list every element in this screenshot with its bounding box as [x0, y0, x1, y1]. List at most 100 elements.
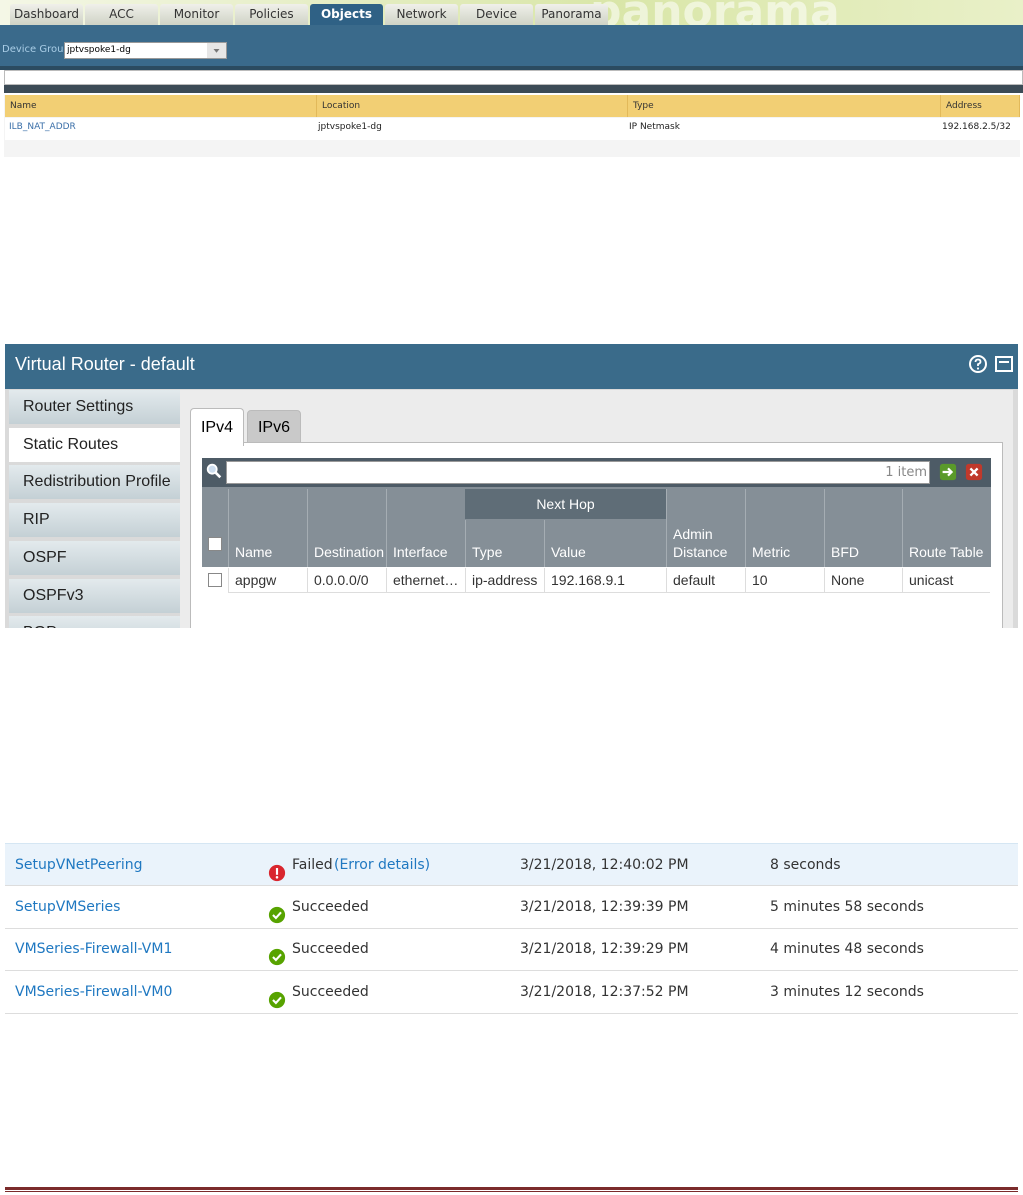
timestamp: 3/21/2018, 12:39:39 PM	[520, 898, 689, 915]
help-icon[interactable]	[968, 354, 988, 374]
table-cell: None	[824, 568, 902, 593]
menu-item[interactable]: Static Routes	[9, 427, 180, 462]
column-header-text: Value	[551, 544, 586, 560]
column-header: Name	[5, 95, 317, 117]
search-input[interactable]	[226, 461, 930, 484]
error-details-link[interactable]: (Error details)	[334, 857, 431, 873]
filter-bar	[4, 70, 1023, 85]
select-arrow	[207, 43, 226, 58]
deployment-name[interactable]: VMSeries-Firewall-VM0	[15, 983, 173, 1000]
deployment-row: VMSeries-Firewall-VM0 Succeeded 3/21/2018,…	[5, 971, 1018, 1014]
column-header: Value	[544, 520, 666, 567]
table-cell[interactable]: ILB_NAT_ADDR	[5, 118, 317, 140]
apply-filter-icon-svg	[939, 463, 957, 481]
timestamp: 3/21/2018, 12:37:52 PM	[520, 983, 689, 1000]
table-cell: default	[666, 568, 745, 593]
protocol-tab[interactable]: IPv6	[247, 410, 301, 444]
table-cell: 10	[745, 568, 824, 593]
footer-rule	[5, 1187, 1018, 1192]
deployment-name[interactable]: SetupVMSeries	[15, 898, 121, 915]
nav-tab[interactable]: Policies	[235, 4, 308, 25]
protocol-tab[interactable]: IPv4	[190, 408, 244, 446]
column-header-text: Route Table	[909, 544, 984, 560]
nav-tab[interactable]: Objects	[310, 4, 383, 25]
deployment-row: VMSeries-Firewall-VM1 Succeeded 3/21/2018,…	[5, 928, 1018, 971]
nav-tab[interactable]: Device	[460, 4, 533, 25]
success-icon-svg	[268, 991, 286, 1008]
deployment-row: SetupVNetPeering Failed (Error details) 3/2…	[5, 843, 1018, 886]
column-header: Type	[628, 95, 941, 117]
table-cell: ethernet…	[386, 568, 465, 593]
column-header: Route Table	[902, 489, 990, 567]
maximize-icon-svg	[995, 356, 1013, 372]
error-icon-svg	[268, 864, 286, 882]
deployment-name[interactable]: SetupVNetPeering	[15, 857, 143, 873]
clear-filter-icon-svg	[965, 463, 983, 481]
table-cell: IP Netmask	[628, 118, 941, 140]
device-group-select[interactable]: jptvspoke1-dg	[64, 42, 227, 59]
duration: 8 seconds	[770, 857, 841, 873]
header-checkbox[interactable]	[208, 537, 222, 551]
clear-filter-icon[interactable]	[965, 463, 983, 481]
column-header-text: Name	[235, 544, 273, 560]
menu-item[interactable]: OSPFv3	[9, 578, 180, 613]
status-text: Succeeded	[292, 983, 369, 1000]
timestamp: 3/21/2018, 12:40:02 PM	[520, 857, 689, 873]
column-header: Destination	[307, 489, 386, 567]
nav-tab[interactable]: Dashboard	[10, 4, 83, 25]
table-cell: jptvspoke1-dg	[317, 118, 628, 140]
maximize-icon[interactable]	[994, 354, 1014, 374]
column-header: Name	[228, 489, 307, 567]
column-header: Metric	[745, 489, 824, 567]
group-header: Next Hop	[465, 489, 666, 519]
column-header-text: BFD	[831, 544, 859, 560]
menu-item[interactable]: Redistribution Profile	[9, 465, 180, 500]
column-header: BFD	[824, 489, 902, 567]
dialog-title: Virtual Router - default	[15, 354, 195, 374]
success-icon-svg	[268, 948, 286, 966]
error-icon	[268, 857, 286, 882]
dialog-header	[5, 344, 1018, 389]
table-cell: 192.168.2.5/32	[941, 118, 1020, 140]
nav-tab[interactable]: ACC	[85, 4, 158, 25]
table-cell: 192.168.9.1	[544, 568, 666, 593]
deployment-name[interactable]: VMSeries-Firewall-VM1	[15, 941, 173, 957]
row-checkbox[interactable]	[208, 573, 222, 587]
success-icon	[268, 899, 286, 923]
search-icon	[205, 462, 223, 480]
column-header-text: Metric	[752, 544, 791, 560]
nav-tab[interactable]: Network	[385, 4, 458, 25]
column-header: Address	[941, 95, 1020, 117]
table-cell: ip-address	[465, 568, 544, 593]
search-icon-svg	[206, 463, 222, 479]
device-group-label: Device Group	[2, 44, 70, 55]
timestamp: 3/21/2018, 12:39:29 PM	[520, 941, 689, 957]
item-count: 1 item	[885, 465, 927, 480]
success-icon	[268, 984, 286, 1008]
virtual-router-screenshot: Virtual Router - default Router Settings S…	[0, 344, 1023, 628]
deployment-row: SetupVMSeries Succeeded 3/21/2018, 12:39:3…	[5, 886, 1018, 929]
duration: 5 minutes 58 seconds	[770, 898, 924, 915]
column-header: Admin Distance	[666, 489, 745, 567]
status-text: Failed	[292, 857, 333, 873]
column-header-text: Destination	[314, 544, 385, 560]
menu-item[interactable]: RIP	[9, 503, 180, 538]
success-icon-svg	[268, 906, 286, 923]
duration: 4 minutes 48 seconds	[770, 941, 924, 957]
column-header: Location	[317, 95, 628, 117]
select-arrow-svg	[213, 49, 220, 53]
column-header: Type	[465, 520, 544, 567]
menu-item[interactable]: Router Settings	[9, 390, 180, 424]
menu-item[interactable]: OSPF	[9, 540, 180, 575]
nav-tab[interactable]: Panorama	[535, 4, 608, 25]
apply-filter-icon[interactable]	[939, 463, 957, 481]
column-header-text: Admin Distance	[673, 526, 728, 560]
status-text: Succeeded	[292, 898, 369, 915]
column-header: Interface	[386, 489, 465, 567]
nav-tab[interactable]: Monitor	[160, 4, 233, 25]
table-cell: appgw	[228, 568, 307, 593]
duration: 3 minutes 12 seconds	[770, 983, 924, 1000]
menu-item[interactable]: BGP	[9, 616, 180, 628]
column-header-text: Type	[472, 544, 503, 560]
